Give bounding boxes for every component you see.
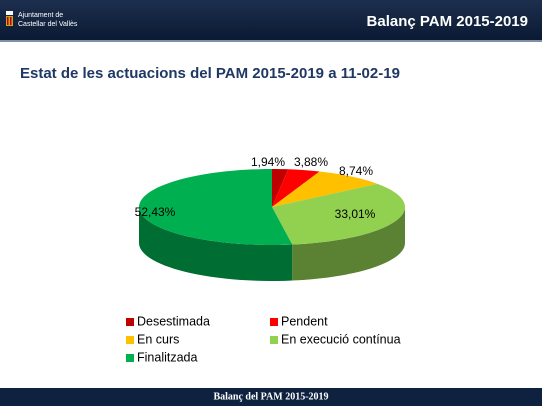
slice-side	[292, 207, 405, 281]
header-bar	[0, 0, 542, 40]
legend-label: En curs	[137, 332, 179, 346]
slice	[272, 171, 378, 207]
logo	[6, 11, 13, 26]
footer-text: Balanç del PAM 2015-2019	[213, 391, 328, 402]
legend-swatch	[270, 336, 278, 344]
slice-side	[139, 207, 293, 281]
legend-swatch	[126, 318, 134, 326]
header-title: Balanç PAM 2015-2019	[367, 13, 528, 30]
data-label: 1,94%	[251, 155, 285, 169]
legend-label: En execució contínua	[281, 332, 401, 346]
logo-text: Ajuntament de	[18, 12, 63, 19]
legend: Desestimada Pendent En curs En execució con…	[126, 314, 401, 364]
legend-swatch	[126, 336, 134, 344]
data-label: 3,88%	[294, 155, 328, 169]
legend-label: Pendent	[281, 314, 328, 328]
slice	[272, 183, 405, 245]
header-rule	[0, 40, 542, 42]
slice	[272, 169, 289, 207]
data-label: 8,74%	[339, 164, 373, 178]
legend-swatch	[270, 318, 278, 326]
footer-bar	[0, 388, 542, 406]
chart-title: Estat de les actuacions del PAM 2015-201…	[20, 65, 400, 82]
data-label: 33,01%	[335, 207, 376, 221]
slice	[139, 169, 293, 245]
legend-label: Finalitzada	[137, 350, 197, 364]
slice	[272, 169, 320, 207]
legend-label: Desestimada	[137, 314, 210, 328]
data-label: 52,43%	[135, 205, 176, 219]
logo-text: Castellar del Vallès	[18, 21, 78, 28]
legend-swatch	[126, 354, 134, 362]
pie: 1,94% 3,88% 8,74% 33,01% 52,43%	[135, 155, 405, 281]
